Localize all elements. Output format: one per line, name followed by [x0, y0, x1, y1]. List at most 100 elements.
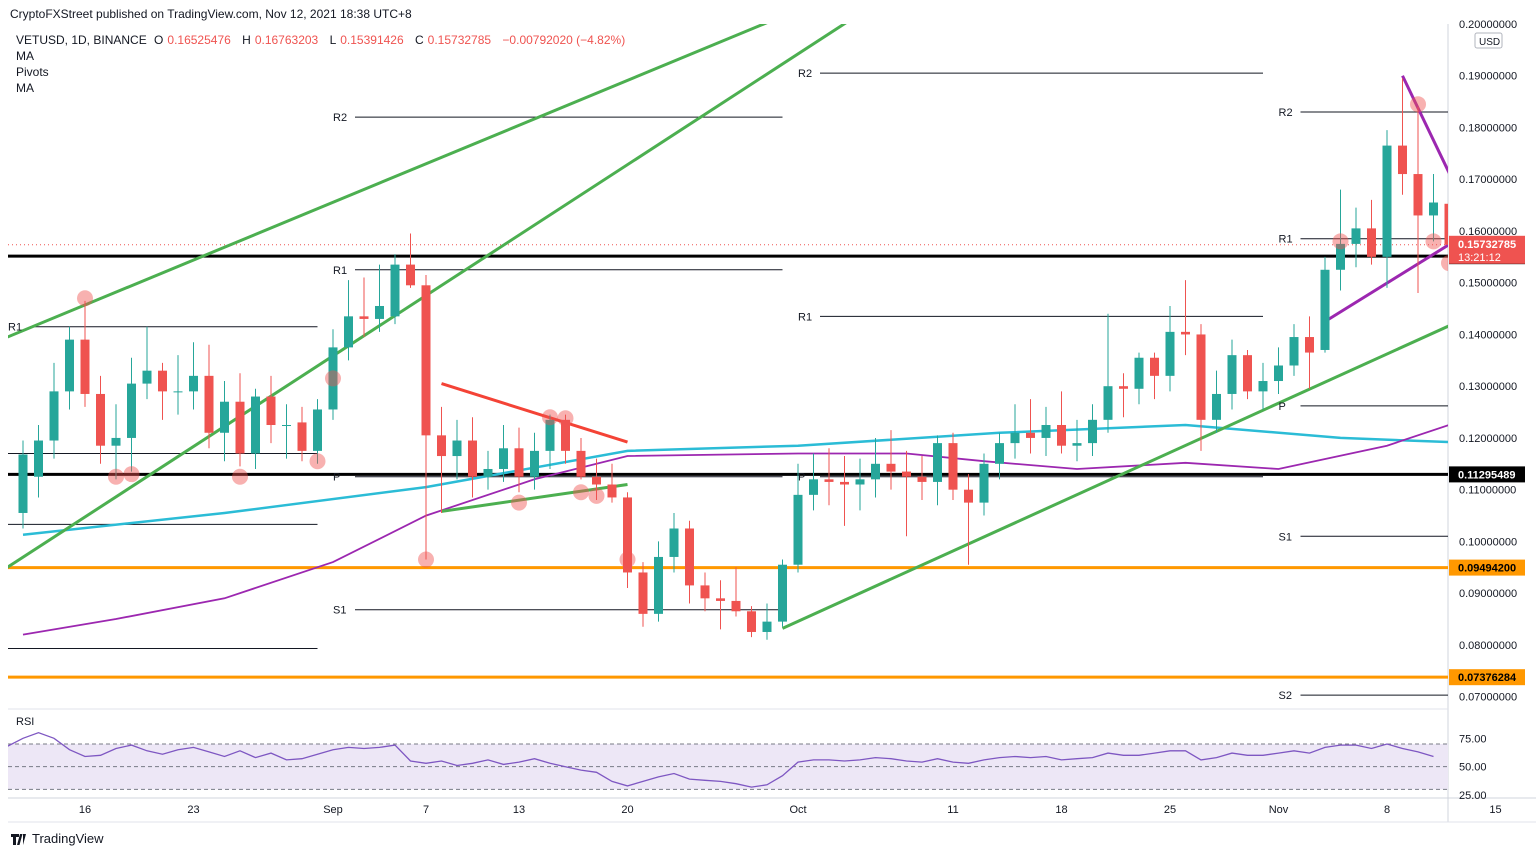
highlight-marker — [77, 290, 93, 307]
candle — [731, 567, 741, 617]
candle-body — [933, 443, 942, 482]
candle — [142, 326, 152, 400]
tradingview-logo-text: TradingView — [32, 831, 104, 846]
candle-body — [654, 556, 663, 614]
candle — [483, 450, 493, 490]
price-tick-label: 0.12000000 — [1459, 433, 1517, 445]
indicator-pivots[interactable]: Pivots — [16, 65, 49, 79]
candle — [65, 326, 74, 410]
candle-body — [592, 476, 601, 485]
candle — [886, 430, 896, 490]
candle-body — [995, 443, 1004, 464]
currency-label: USD — [1479, 37, 1500, 48]
candle-body — [220, 401, 229, 433]
candle-body — [437, 435, 446, 457]
time-tick-label: Nov — [1269, 804, 1289, 816]
candle-body — [561, 419, 570, 451]
candle — [1429, 174, 1438, 242]
price-tick-label: 0.20000000 — [1459, 19, 1517, 31]
time-tick-label: Oct — [789, 804, 806, 816]
level-price-tag — [1449, 559, 1525, 576]
candle-body — [948, 443, 958, 490]
candle-body — [1382, 145, 1392, 257]
candle-body — [1119, 386, 1128, 389]
highlight-marker — [1410, 96, 1426, 113]
candle — [34, 425, 43, 498]
candle-body — [142, 370, 152, 384]
candle-body — [1165, 331, 1175, 376]
candle — [1026, 399, 1035, 454]
candle — [871, 437, 880, 498]
candle-body — [530, 450, 539, 477]
candle — [979, 453, 989, 516]
candle-body — [700, 585, 710, 599]
candle-body — [452, 440, 462, 457]
candle-body — [514, 448, 524, 477]
candle — [1305, 316, 1314, 389]
pivot-label-Sep-P: P — [333, 472, 340, 484]
price-tick-label: 0.10000000 — [1459, 536, 1517, 548]
candle — [592, 458, 601, 501]
candle — [313, 399, 322, 464]
tradingview-logo[interactable]: TradingView — [10, 831, 104, 846]
price-tick-label: 0.09000000 — [1459, 588, 1517, 600]
candle-body — [1429, 202, 1438, 216]
candle — [561, 414, 570, 464]
candle — [623, 492, 632, 588]
candle-body — [1243, 355, 1252, 392]
candle-body — [468, 440, 477, 477]
highlight-marker — [123, 466, 140, 483]
candle-body — [96, 393, 105, 446]
candle-body — [1289, 337, 1299, 366]
candle — [1212, 370, 1221, 433]
candle — [1274, 347, 1283, 394]
candle — [468, 417, 477, 498]
pivot-label-Nov-P: P — [1279, 401, 1286, 413]
candle-body — [158, 370, 167, 392]
candle-body — [1196, 334, 1206, 420]
price-tick-label: 0.11000000 — [1459, 485, 1516, 497]
highlight-marker — [619, 551, 636, 568]
indicator-ma-2[interactable]: MA — [16, 81, 34, 95]
trendline — [1324, 243, 1448, 323]
level-price-tag — [1449, 669, 1525, 686]
highlight-marker — [1441, 255, 1448, 271]
highlight-marker — [588, 487, 605, 504]
symbol-label[interactable]: VETUSD, 1D, BINANCE — [16, 33, 147, 47]
pivot-label-Sep-R1: R1 — [333, 265, 347, 277]
candle-body — [421, 285, 431, 436]
pivot-label-Oct-R1: R1 — [798, 311, 812, 323]
candle — [762, 603, 772, 640]
candle-body — [1088, 419, 1097, 444]
trendline — [441, 382, 628, 444]
indicator-ma-1[interactable]: MA — [16, 49, 34, 63]
candle-body — [375, 305, 384, 319]
time-tick-label: 8 — [1384, 804, 1390, 816]
candle-body — [1134, 357, 1144, 389]
candle-body — [1072, 443, 1082, 446]
candle — [1227, 339, 1237, 410]
candle-body — [251, 396, 260, 454]
candle-body — [111, 437, 121, 446]
candle — [344, 280, 353, 361]
candle-body — [979, 463, 989, 503]
candle — [18, 440, 28, 529]
candle — [747, 606, 756, 638]
candle-body — [1181, 331, 1190, 335]
time-tick-label: 7 — [423, 804, 429, 816]
candle-body — [809, 479, 818, 495]
candle — [49, 362, 59, 459]
candle-body — [762, 621, 772, 632]
published-caption: CryptoFXStreet published on TradingView.… — [10, 7, 412, 21]
candle-body — [824, 479, 834, 482]
candle-body — [964, 489, 973, 503]
candle-body — [359, 316, 369, 319]
candle — [96, 375, 105, 464]
moving-average-line — [22, 424, 1448, 636]
candle — [1336, 189, 1345, 291]
highlight-marker — [309, 453, 326, 470]
pivot-label-Sep-S1: S1 — [333, 605, 346, 617]
candle — [1196, 324, 1206, 451]
